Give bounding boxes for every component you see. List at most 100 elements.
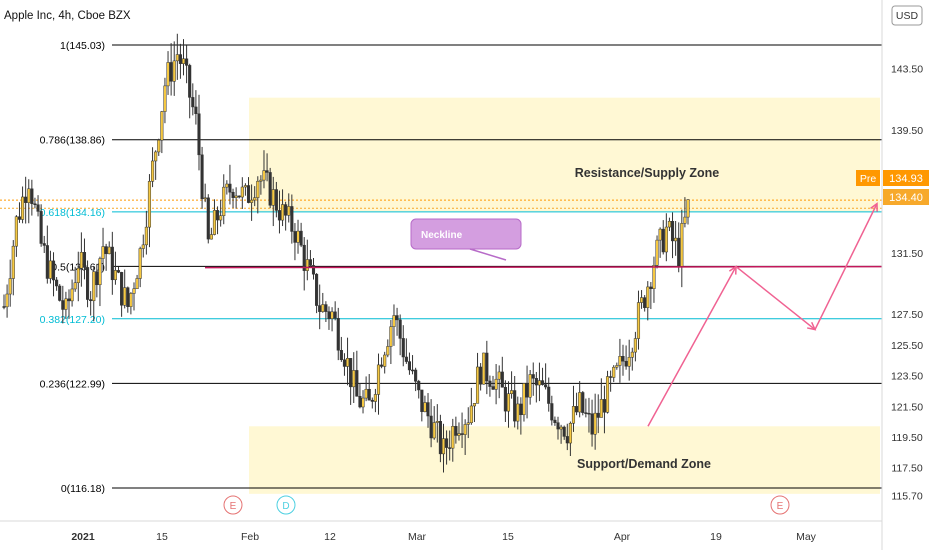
candle-body (287, 206, 291, 216)
candle-body (513, 390, 517, 422)
candle-body (578, 392, 582, 413)
price-tick-label: 117.50 (891, 463, 922, 475)
candle-body (367, 388, 371, 401)
candle-body (414, 369, 418, 382)
price-tick-label: 143.50 (891, 63, 923, 75)
time-tick-label: May (796, 531, 817, 543)
candle-body (30, 188, 34, 205)
candle-body (132, 288, 136, 294)
candle-body (506, 393, 511, 412)
dividend-marker[interactable]: D (276, 495, 296, 515)
candle-body (581, 392, 585, 413)
candle-body (550, 403, 554, 421)
candle-body (79, 252, 83, 269)
candle-body (386, 346, 390, 356)
price-axis[interactable]: 143.50 139.50 131.50 127.50 125.50 123.50 121.… (891, 63, 923, 502)
candle-body (290, 206, 294, 232)
candle-body (615, 365, 619, 368)
candle-body (420, 389, 424, 412)
candle-body (540, 380, 545, 385)
candle-body (401, 338, 405, 358)
candle-body (147, 181, 152, 228)
candle-body (342, 359, 347, 367)
price-tick-label: 125.50 (891, 340, 923, 352)
candle-body (352, 370, 356, 388)
currency-selector[interactable]: USD (891, 5, 923, 26)
candle-body (321, 304, 325, 312)
candle-body (627, 357, 631, 367)
candle-body (417, 381, 421, 391)
candle-body (277, 210, 282, 221)
candle-body (104, 246, 108, 255)
candle-body (556, 422, 560, 430)
candle-body (395, 315, 399, 321)
candle-body (138, 248, 142, 279)
time-tick-label: Apr (614, 531, 631, 543)
candle-body (33, 203, 37, 206)
candle-body (624, 360, 628, 367)
event-marker-circle (223, 495, 243, 515)
candle-body (590, 413, 594, 435)
fib-level-label: 0.382(127.20) (40, 314, 105, 326)
candle-body (271, 189, 275, 206)
candle-body (163, 85, 167, 112)
candle-body (166, 62, 170, 87)
candle-body (175, 54, 179, 62)
candle-body (76, 267, 80, 284)
candle-body (225, 183, 229, 188)
earnings-marker[interactable]: E (223, 495, 243, 515)
candle-body (661, 228, 665, 253)
candle-body (129, 293, 133, 307)
candle-body (110, 246, 114, 281)
candle-body (510, 390, 514, 394)
fib-level-label: 0.786(138.86) (40, 135, 105, 147)
candle-body (5, 293, 9, 308)
candle-body (250, 199, 254, 203)
candle-body (86, 267, 90, 300)
neckline-label: Neckline (421, 230, 463, 241)
support-zone-label: Support/Demand Zone (577, 457, 711, 471)
neckline-pointer (469, 248, 507, 261)
candle-body (575, 406, 579, 413)
candle-body (398, 319, 402, 339)
candle-body (36, 204, 40, 212)
candle-body (89, 299, 93, 302)
candle-body (216, 210, 220, 221)
candle-body (544, 384, 548, 388)
candle-body (519, 403, 523, 416)
candle-body (410, 369, 415, 372)
candle-body (253, 197, 257, 201)
candle-body (355, 370, 359, 397)
neckline-callout[interactable]: Neckline (410, 218, 522, 261)
candle-body (358, 396, 362, 408)
time-tick-label: 12 (324, 531, 336, 543)
candle-body (568, 422, 572, 444)
candle-body (472, 403, 476, 407)
candle-body (154, 151, 158, 162)
event-marker-circle (770, 495, 790, 515)
event-marker-circle (276, 495, 296, 515)
time-tick-label: 2021 (71, 531, 95, 543)
candle-body (423, 402, 427, 412)
candle-body (596, 412, 600, 418)
candle-body (64, 298, 68, 310)
currency-label: USD (896, 10, 919, 22)
event-marker-letter: E (230, 501, 237, 512)
candle-body (361, 397, 365, 408)
candle-body (531, 374, 535, 379)
time-tick-label: Feb (241, 531, 259, 543)
candle-body (256, 180, 260, 198)
candle-body (8, 278, 12, 295)
projection-segment (735, 265, 816, 331)
earnings-marker[interactable]: E (770, 495, 790, 515)
time-axis[interactable]: 2021 15 Feb 12 Mar 15 Apr 19 May (71, 531, 816, 543)
candle-body (237, 195, 241, 198)
candle-body (51, 260, 56, 281)
candle-body (621, 356, 625, 362)
candle-body (460, 433, 464, 435)
candle-body (605, 376, 610, 413)
candle-body (643, 297, 647, 308)
candle-body (494, 378, 498, 390)
